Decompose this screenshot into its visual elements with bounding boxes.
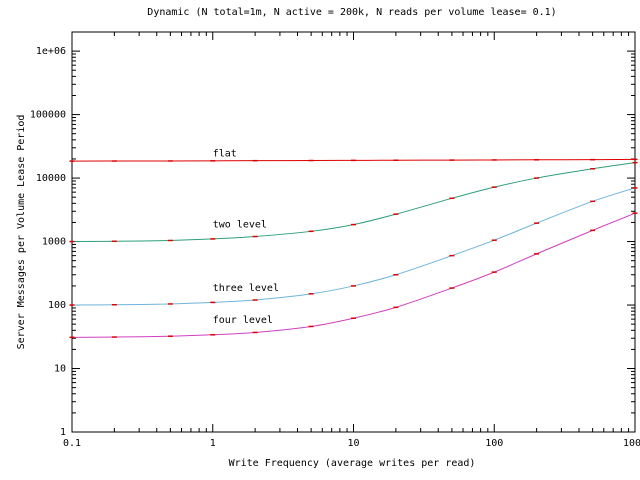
series-two-level: two level — [69, 161, 638, 243]
y-tick-label: 10 — [54, 364, 66, 375]
y-tick-label: 1000 — [42, 237, 66, 248]
x-tick-label: 10 — [347, 438, 359, 449]
x-axis-label: Write Frequency (average writes per read… — [229, 458, 476, 469]
series-line — [71, 162, 636, 243]
series-label: four level — [213, 315, 273, 326]
y-axis-label: Server Messages per Volume Lease Period — [16, 115, 27, 350]
x-tick-label: 0.1 — [63, 438, 81, 449]
y-axis: 1 10 100 1000 10000 100000 1e+06 — [30, 46, 635, 438]
series-label: flat — [213, 148, 237, 159]
y-tick-label: 1 — [60, 427, 66, 438]
x-tick-label: 1 — [210, 438, 216, 449]
x-tick-label: 100 — [485, 438, 503, 449]
series-layer: flat two level three level four level — [69, 148, 638, 339]
series-three-level: three level — [69, 187, 638, 306]
series-flat: flat — [69, 148, 638, 162]
y-tick-label: 100000 — [30, 110, 66, 121]
x-tick-label: 1000 — [623, 438, 640, 449]
x-axis: 0.11101001000 — [63, 32, 640, 449]
series-label: two level — [213, 220, 267, 231]
series-label: three level — [213, 283, 279, 294]
y-tick-label: 10000 — [36, 173, 66, 184]
y-tick-label: 1e+06 — [36, 46, 66, 57]
plot-frame — [71, 31, 636, 433]
y-tick-label: 100 — [48, 300, 66, 311]
chart-title: Dynamic (N total=1m, N active = 200k, N … — [147, 7, 556, 18]
series-four-level: four level — [69, 212, 638, 339]
series-line — [71, 187, 636, 306]
